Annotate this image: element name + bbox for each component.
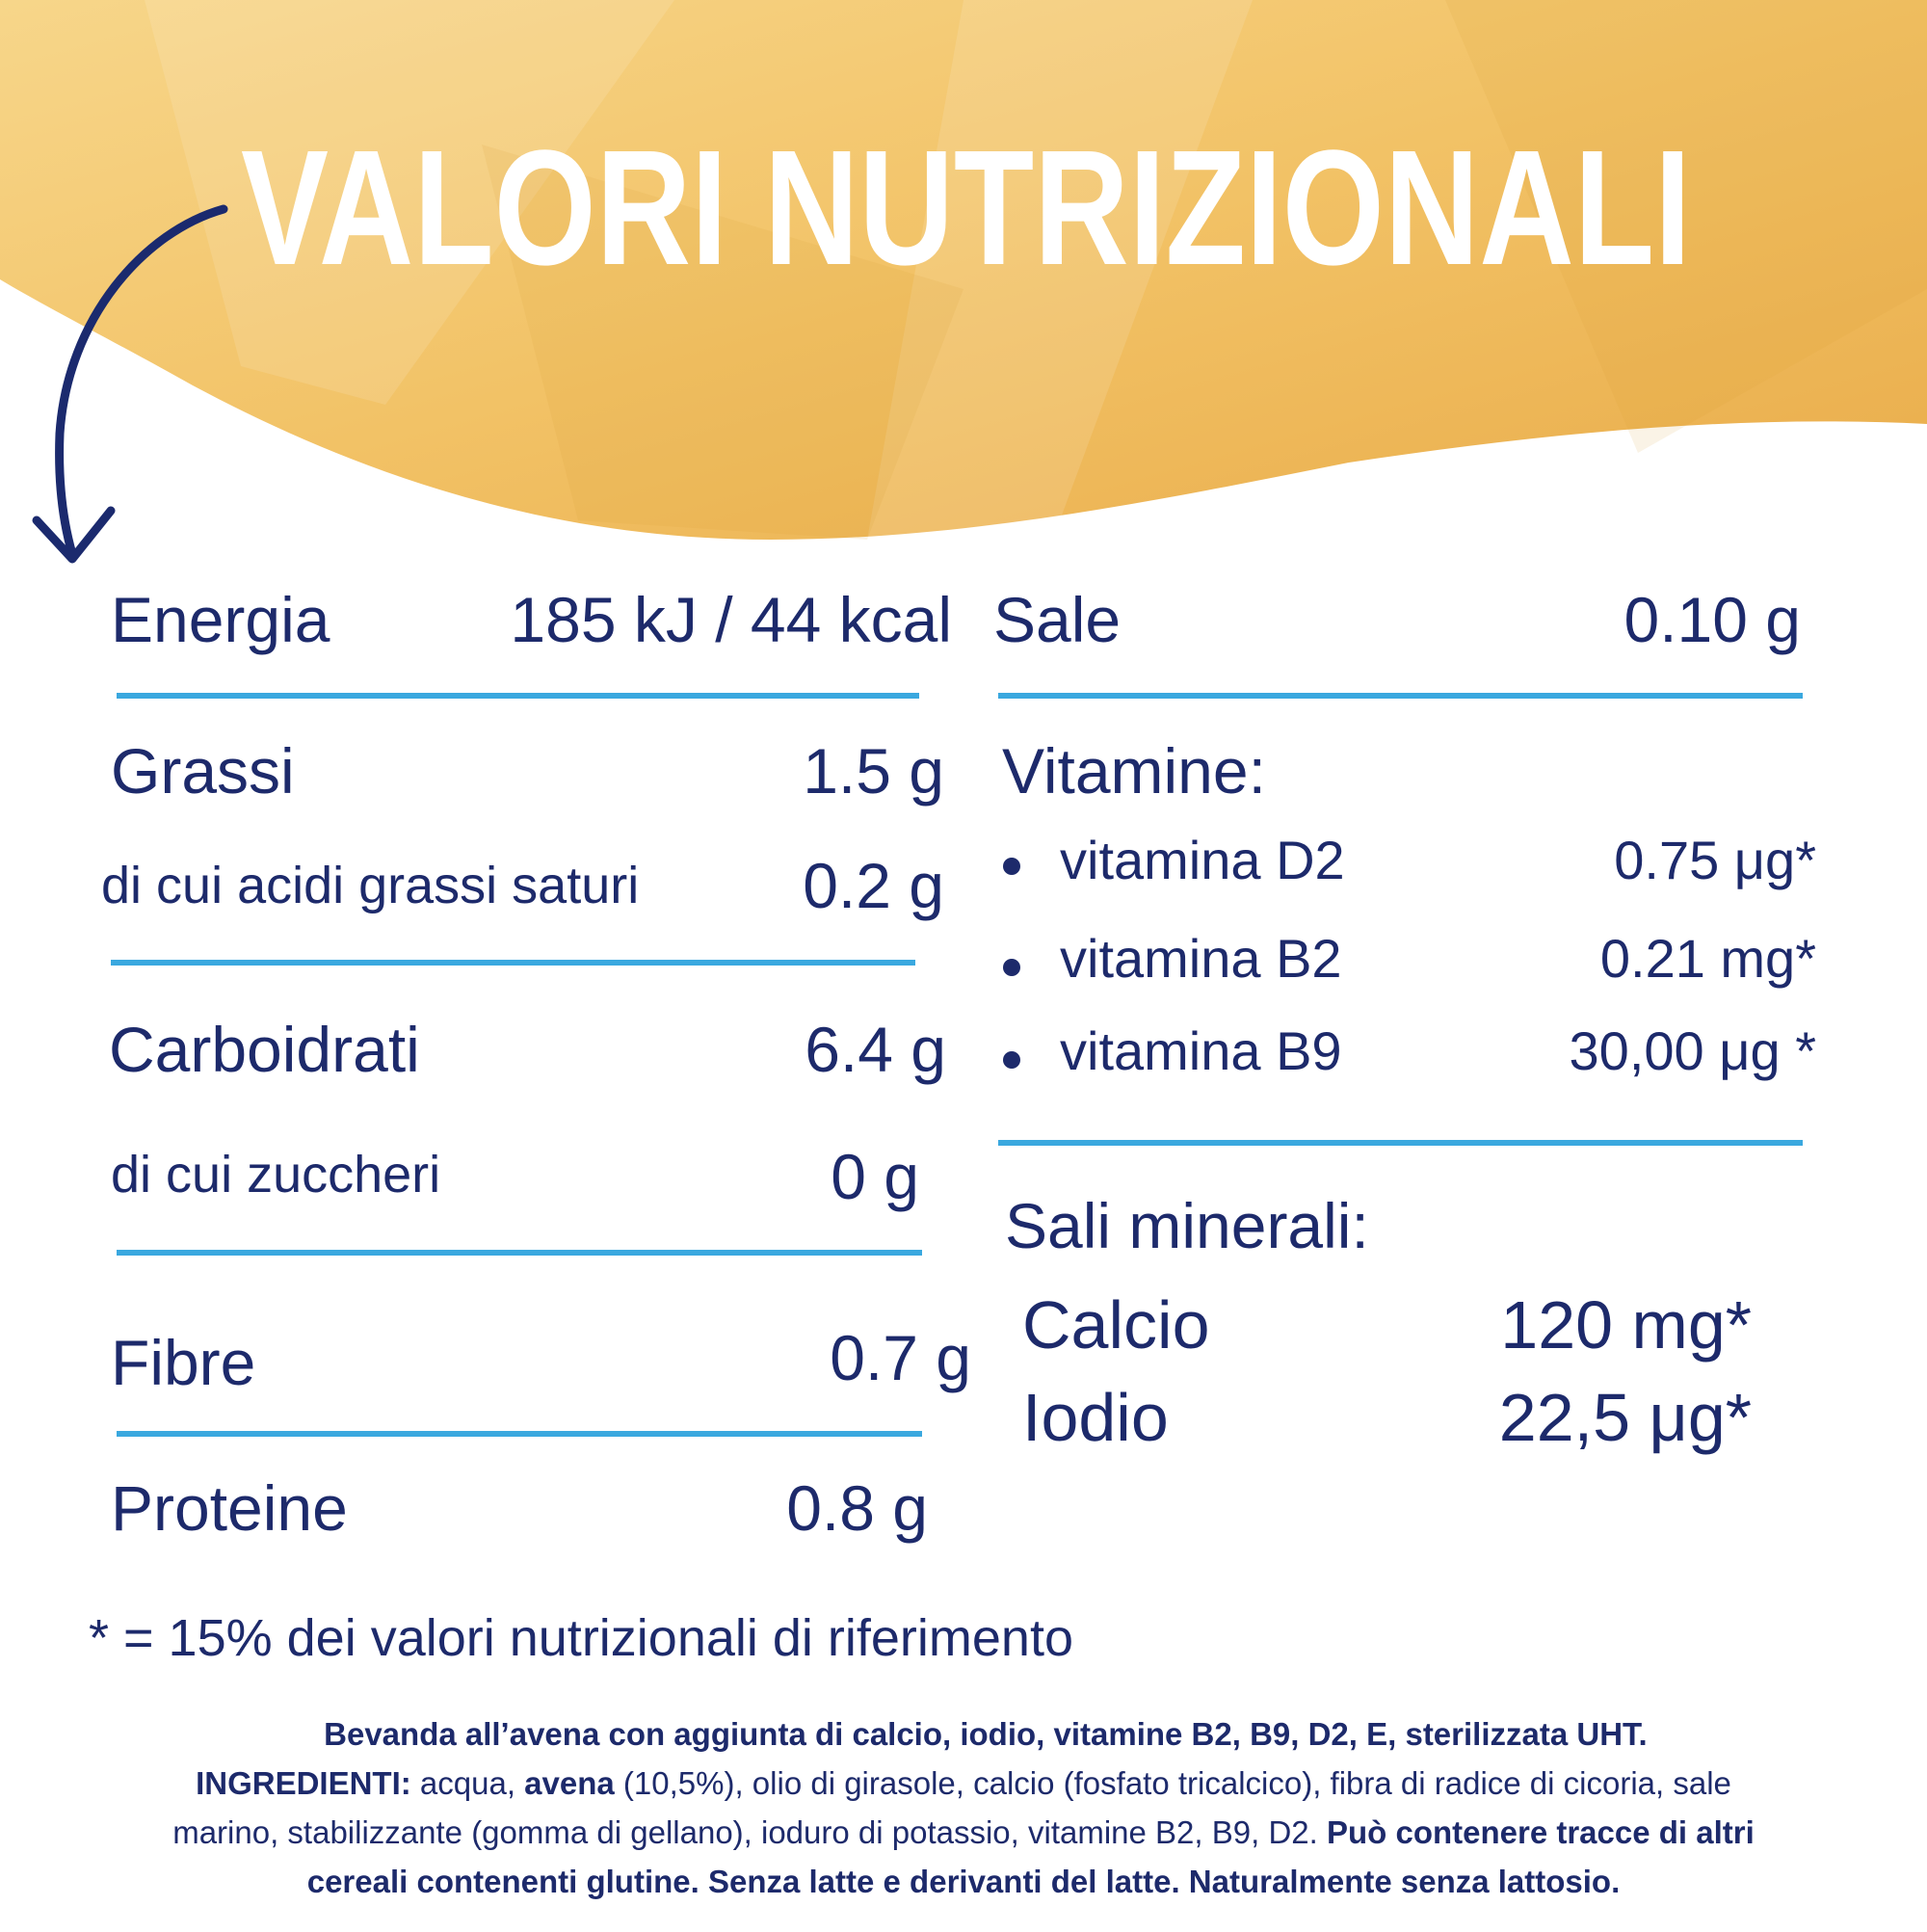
title: VALORI NUTRIZIONALI: [241, 117, 1691, 300]
value: 120 mg*: [1500, 1287, 1752, 1363]
text: Bevanda all’avena con aggiunta di calcio…: [324, 1716, 1648, 1752]
label: vitamina B2: [1060, 928, 1342, 989]
heading: Sali minerali:: [1005, 1190, 1369, 1261]
text: cereali contenenti glutine. Senza latte …: [307, 1864, 1621, 1899]
banner-texture: [145, 0, 1253, 540]
ingredients-line: cereali contenenti glutine. Senza latte …: [307, 1864, 1621, 1899]
value: 1.5 g: [803, 735, 944, 807]
label: Proteine: [111, 1472, 348, 1544]
value: 0.2 g: [803, 850, 944, 921]
yellow-banner: [0, 0, 1927, 540]
label: Grassi: [111, 735, 295, 807]
value: 0.8 g: [786, 1472, 928, 1544]
label: Sale: [993, 584, 1121, 655]
heading: Vitamine:: [1002, 735, 1266, 807]
text: (10,5%), olio di girasole, calcio (fosfa…: [615, 1765, 1731, 1801]
label: di cui zuccheri: [111, 1146, 440, 1204]
label: Fibre: [111, 1327, 255, 1398]
ingredients-line: marino, stabilizzante (gomma di gellano)…: [172, 1814, 1755, 1850]
bullet: [1003, 1051, 1020, 1069]
value: 22,5 μg*: [1499, 1380, 1752, 1455]
value: 185 kJ / 44 kcal: [510, 584, 952, 655]
value: 0.7 g: [830, 1322, 971, 1393]
bullet: [1003, 858, 1020, 875]
text: INGREDIENTI:: [196, 1765, 411, 1801]
label: Iodio: [1022, 1380, 1169, 1455]
footnote: * = 15% dei valori nutrizionali di rifer…: [89, 1609, 1073, 1667]
ingredients-line: Bevanda all’avena con aggiunta di calcio…: [279, 1716, 1647, 1752]
value: 30,00 μg *: [1570, 1020, 1816, 1081]
text: acqua,: [411, 1765, 524, 1801]
value: 0 g: [831, 1141, 919, 1212]
value: 6.4 g: [805, 1014, 946, 1085]
label: Energia: [111, 584, 330, 655]
value: 0.75 μg*: [1614, 830, 1816, 890]
label: Carboidrati: [109, 1014, 420, 1085]
value: 0.21 mg*: [1600, 928, 1816, 989]
text: Può contenere tracce di altri: [1327, 1814, 1755, 1850]
text: marino, stabilizzante (gomma di gellano)…: [172, 1814, 1327, 1850]
label: Calcio: [1022, 1287, 1210, 1363]
label: vitamina D2: [1060, 830, 1345, 890]
arrow: [32, 204, 228, 564]
banner-texture: [482, 0, 1927, 540]
text: avena: [524, 1765, 615, 1801]
label: di cui acidi grassi saturi: [101, 857, 639, 914]
label: vitamina B9: [1060, 1020, 1342, 1081]
value: 0.10 g: [1624, 584, 1802, 655]
ingredients-line: INGREDIENTI: acqua, avena (10,5%), olio …: [196, 1765, 1731, 1801]
bullet: [1003, 959, 1020, 976]
